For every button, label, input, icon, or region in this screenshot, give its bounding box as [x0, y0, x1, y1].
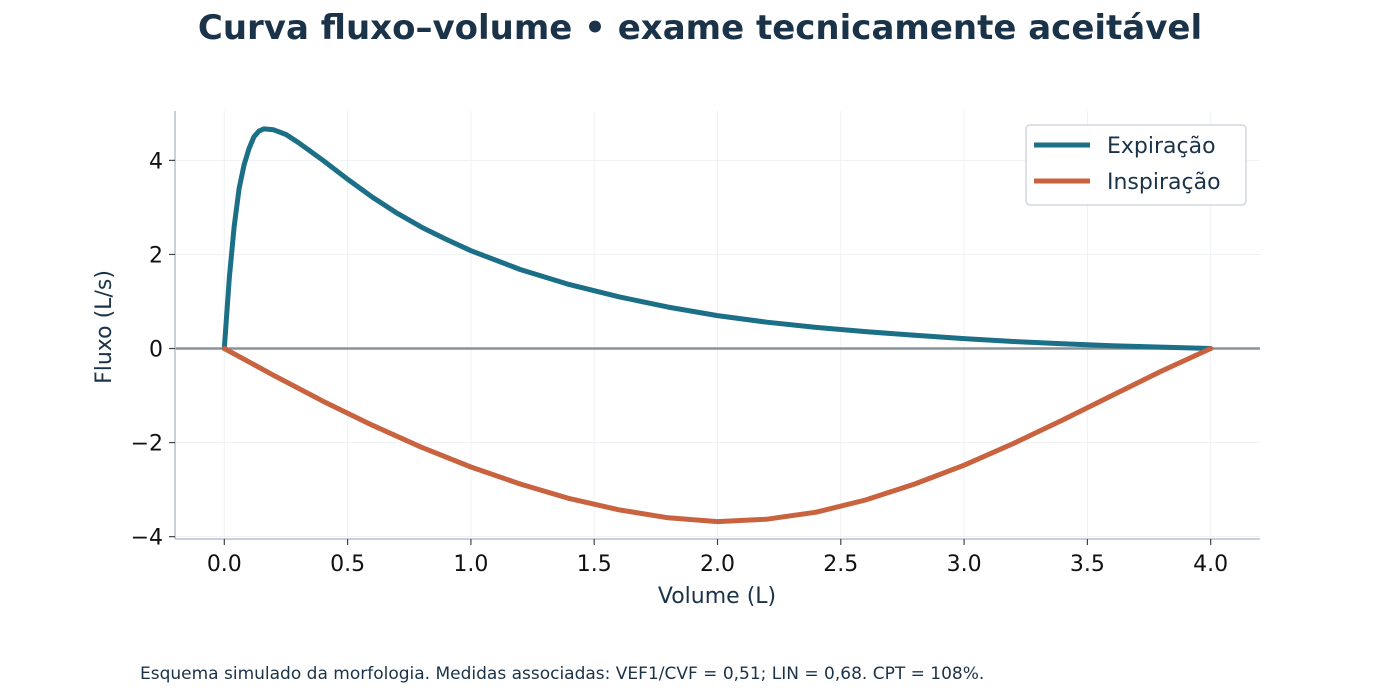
- ticks: 0.0 0.5 1.0 1.5 2.0 2.5 3.0 3.5 4.0 −4 −2 0 2 4: [131, 149, 1229, 577]
- y-tick-label: −4: [131, 526, 163, 551]
- y-tick-label: 4: [149, 149, 163, 174]
- x-axis-label: Volume (L): [658, 584, 776, 609]
- chart-title: Curva fluxo–volume • exame tecnicamente …: [197, 8, 1203, 48]
- x-tick-label: 1.5: [577, 552, 612, 577]
- legend-label-inspiracao: Inspiração: [1107, 170, 1221, 195]
- x-tick-label: 3.0: [947, 552, 982, 577]
- x-tick-label: 0.5: [330, 552, 365, 577]
- series-line-inspiracao: [221, 346, 1214, 525]
- x-tick-label: 2.0: [700, 552, 735, 577]
- x-tick-label: 2.5: [823, 552, 858, 577]
- y-tick-label: 2: [149, 243, 163, 268]
- x-tick-label: 4.0: [1193, 552, 1228, 577]
- footnote: Esquema simulado da morfologia. Medidas …: [140, 664, 985, 684]
- y-axis-label: Fluxo (L/s): [92, 270, 117, 384]
- y-tick-label: −2: [131, 432, 163, 457]
- x-tick-label: 1.0: [453, 552, 488, 577]
- series-layer: [221, 126, 1214, 525]
- series-line-expiracao: [221, 126, 1214, 351]
- y-tick-label: 0: [149, 338, 163, 363]
- legend: Expiração Inspiração: [1025, 124, 1247, 206]
- x-tick-label: 3.5: [1070, 552, 1105, 577]
- legend-label-expiracao: Expiração: [1107, 134, 1216, 159]
- x-tick-label: 0.0: [207, 552, 242, 577]
